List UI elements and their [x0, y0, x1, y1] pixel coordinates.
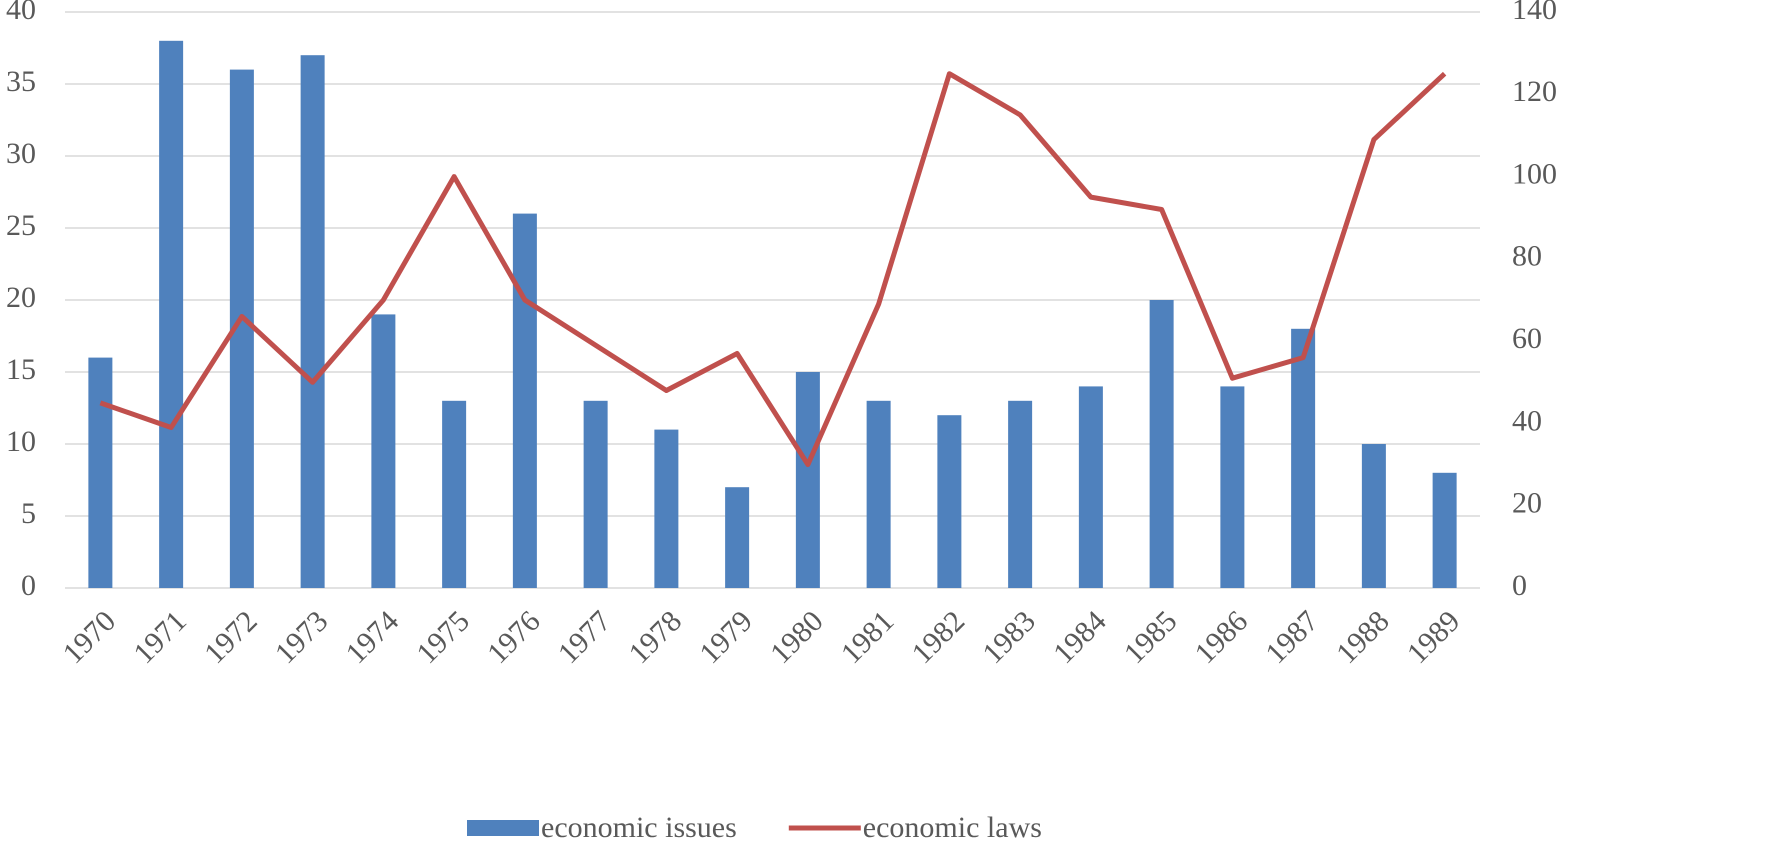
line [99, 71, 1447, 468]
x-tick-label: 1979 [693, 604, 759, 670]
bar [725, 487, 750, 588]
bar [1220, 386, 1245, 588]
bar [1432, 472, 1457, 588]
y2-tick-label: 0 [1512, 569, 1527, 602]
y2-tick-label: 20 [1512, 487, 1542, 520]
bar [300, 55, 325, 588]
x-tick-label: 1987 [1259, 604, 1325, 670]
bar [654, 429, 679, 588]
legend-label: economic laws [863, 811, 1042, 844]
y-tick-label: 40 [6, 0, 36, 26]
x-tick-label: 1989 [1401, 604, 1467, 670]
bar [1008, 400, 1033, 588]
x-tick-label: 1974 [339, 604, 405, 670]
bar [1149, 300, 1174, 588]
x-tick-label: 1978 [622, 604, 688, 670]
legend-label: economic issues [541, 811, 737, 844]
y2-tick-label: 140 [1512, 0, 1557, 26]
y-tick-label: 5 [21, 497, 36, 530]
y2-tick-label: 100 [1512, 157, 1557, 190]
y2-tick-label: 60 [1512, 322, 1542, 355]
bar [512, 213, 537, 588]
x-tick-label: 1976 [481, 604, 547, 670]
bar [159, 40, 184, 589]
y2-tick-label: 40 [1512, 404, 1542, 437]
y-tick-label: 10 [6, 425, 36, 458]
y-tick-label: 30 [6, 137, 36, 170]
bar [795, 372, 820, 588]
x-tick-label: 1980 [764, 604, 830, 670]
y-tick-label: 25 [6, 209, 36, 242]
bar [866, 400, 891, 588]
x-tick-label: 1983 [976, 604, 1042, 670]
bar [937, 415, 962, 588]
bar [1361, 444, 1386, 588]
y2-tick-label: 120 [1512, 75, 1557, 108]
x-tick-label: 1975 [410, 604, 476, 670]
bar [88, 357, 113, 588]
bar [1078, 386, 1103, 588]
legend-swatch [467, 820, 539, 836]
bar [1291, 328, 1316, 588]
x-tick-label: 1971 [127, 604, 193, 670]
y-tick-label: 0 [21, 569, 36, 602]
x-tick-label: 1977 [552, 604, 618, 670]
x-tick-label: 1973 [269, 604, 335, 670]
bar [583, 400, 608, 588]
y-tick-label: 15 [6, 353, 36, 386]
x-tick-label: 1982 [905, 604, 971, 670]
bar [442, 400, 467, 588]
x-tick-label: 1986 [1188, 604, 1254, 670]
bar [371, 314, 396, 588]
y-tick-label: 35 [6, 65, 36, 98]
x-tick-label: 1984 [1047, 604, 1113, 670]
x-tick-label: 1981 [835, 604, 901, 670]
x-tick-label: 1972 [198, 604, 264, 670]
x-tick-label: 1970 [56, 604, 122, 670]
x-tick-label: 1985 [1118, 604, 1184, 670]
y-tick-label: 20 [6, 281, 36, 314]
y2-tick-label: 80 [1512, 240, 1542, 273]
x-tick-label: 1988 [1330, 604, 1396, 670]
